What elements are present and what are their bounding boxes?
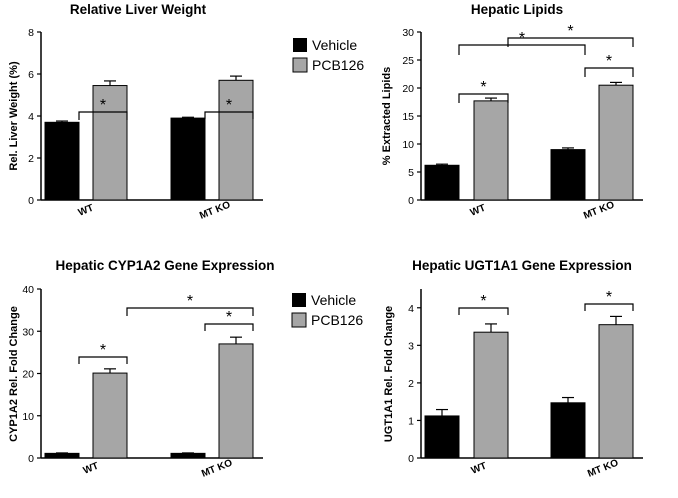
y-axis-label: % Extracted Lipids [381,67,393,165]
significance-bracket [126,307,254,316]
significance-bracket [584,67,634,77]
bar-vehicle-wt [44,121,80,201]
significance-star: * [567,23,573,40]
chart-liver-weight: Relative Liver Weight Rel. Liver Weight … [8,2,263,222]
bar-vehicle-wt [44,452,80,459]
bar-vehicle-mt-ko [550,402,586,459]
legend-label-pcb126: PCB126 [312,57,364,73]
y-tick-label: 15 [402,111,414,123]
legend-label-vehicle: Vehicle [312,37,357,53]
legend-bottom: Vehicle PCB126 [291,292,363,328]
bar-pcb126-wt [92,372,128,459]
x-category-label: WT [77,203,96,219]
y-tick-label: 1 [408,415,414,427]
bar-pcb126-wt [473,100,509,201]
legend-swatch-vehicle [293,38,307,52]
significance-star: * [606,289,612,306]
bar-vehicle-mt-ko [170,452,206,459]
legend-label-pcb126: PCB126 [311,312,363,328]
significance-bracket [78,111,128,120]
chart-title: Hepatic CYP1A2 Gene Expression [55,258,274,273]
y-tick-label: 0 [28,195,34,207]
significance-bracket [204,323,254,331]
y-tick-label: 20 [22,369,34,381]
legend-swatch-pcb126 [292,57,308,73]
bar-vehicle-mt-ko [550,149,586,201]
y-axis-label: Rel. Liver Weight (%) [8,61,20,171]
significance-bracket [458,44,586,55]
bar-vehicle-mt-ko [170,117,206,201]
bar-vehicle-wt [424,164,460,201]
significance-bracket [458,307,509,315]
significance-bracket [204,111,254,119]
significance-star: * [480,79,486,96]
significance-bracket [458,93,509,103]
bar-pcb126-wt [473,331,509,459]
bar-pcb126-mt-ko [218,343,254,459]
y-tick-label: 0 [408,195,414,207]
significance-star: * [606,53,612,70]
x-category-label: MT KO [586,457,620,479]
legend-swatch-pcb126 [291,312,307,328]
y-axis-label: CYP1A2 Rel. Fold Change [8,306,20,442]
significance-star: * [187,293,193,310]
x-category-label: MT KO [198,199,232,221]
y-tick-label: 30 [402,27,414,39]
y-tick-label: 0 [28,453,34,465]
significance-bracket [78,356,128,364]
x-category-label: MT KO [582,199,616,221]
significance-bracket [584,303,634,311]
chart-title: Hepatic Lipids [471,2,563,17]
y-tick-label: 6 [28,69,34,81]
bar-pcb126-wt [92,85,128,201]
chart-cyp1a2: Hepatic CYP1A2 Gene Expression CYP1A2 Re… [8,258,275,480]
bar-vehicle-wt [424,415,460,459]
y-tick-label: 5 [408,167,414,179]
chart-title: Relative Liver Weight [70,2,207,17]
legend-label-vehicle: Vehicle [311,292,356,308]
x-category-label: WT [469,203,488,219]
y-tick-label: 25 [402,55,414,67]
chart-ugt1a1: Hepatic UGT1A1 Gene Expression UGT1A1 Re… [383,258,643,480]
chart-hepatic-lipids: Hepatic Lipids % Extracted Lipids 0 5 10 15… [381,2,643,222]
legend-top: Vehicle PCB126 [292,37,364,73]
significance-star: * [226,309,232,326]
y-tick-label: 2 [28,153,34,165]
bar-pcb126-mt-ko [598,84,634,201]
y-tick-label: 2 [408,378,414,390]
y-tick-label: 4 [408,303,414,315]
bar-pcb126-mt-ko [218,79,254,201]
y-tick-label: 0 [408,453,414,465]
chart-title: Hepatic UGT1A1 Gene Expression [412,258,632,273]
significance-star: * [100,342,106,359]
y-tick-label: 20 [402,83,414,95]
x-category-label: WT [82,461,101,477]
y-tick-label: 30 [22,326,34,338]
y-tick-label: 10 [22,411,34,423]
legend-swatch-vehicle [292,293,306,307]
y-tick-label: 10 [402,139,414,151]
significance-star: * [480,293,486,310]
x-category-label: MT KO [200,457,234,479]
y-tick-label: 40 [22,284,34,296]
significance-star: * [100,97,106,114]
bar-pcb126-mt-ko [598,324,634,459]
y-axis-label: UGT1A1 Rel. Fold Change [383,306,395,442]
y-tick-label: 3 [408,340,414,352]
significance-bracket [507,37,634,47]
y-tick-label: 4 [28,111,34,123]
x-category-label: WT [470,461,489,477]
significance-star: * [226,97,232,114]
y-tick-label: 8 [28,27,34,39]
